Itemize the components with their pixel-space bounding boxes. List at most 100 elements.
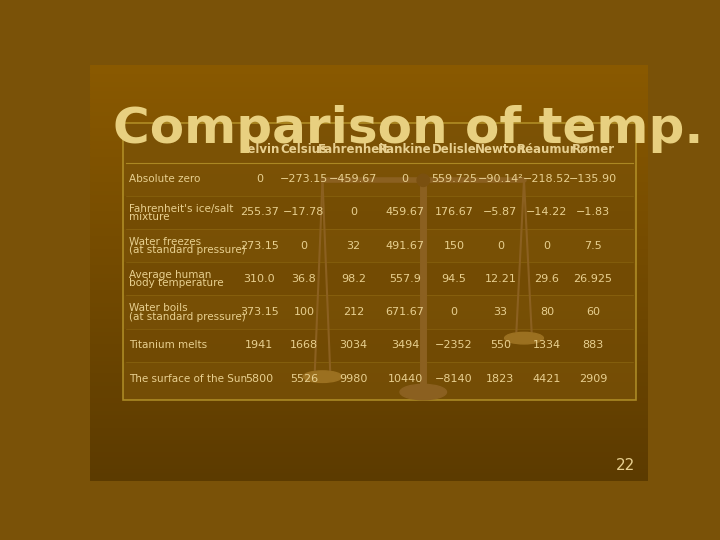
Ellipse shape xyxy=(505,333,544,344)
Bar xyxy=(90,65,648,69)
Text: Newton: Newton xyxy=(475,143,526,156)
Text: 459.67: 459.67 xyxy=(385,207,425,218)
Bar xyxy=(90,439,648,443)
Text: 2909: 2909 xyxy=(579,374,607,383)
Bar xyxy=(90,456,648,460)
Text: 10440: 10440 xyxy=(387,374,423,383)
Bar xyxy=(90,165,648,168)
Bar xyxy=(90,427,648,431)
Bar xyxy=(90,98,648,102)
Bar xyxy=(90,435,648,439)
Bar xyxy=(90,69,648,73)
Text: −14.22: −14.22 xyxy=(526,207,567,218)
Bar xyxy=(90,327,648,331)
Bar xyxy=(90,406,648,410)
Text: 557.9: 557.9 xyxy=(389,274,421,284)
Bar xyxy=(90,339,648,343)
Bar xyxy=(90,476,648,481)
Bar xyxy=(90,289,648,294)
Text: body temperature: body temperature xyxy=(129,279,223,288)
Bar xyxy=(90,140,648,144)
Text: The surface of the Sun: The surface of the Sun xyxy=(129,374,247,383)
Bar xyxy=(90,252,648,256)
Bar xyxy=(90,443,648,447)
Bar xyxy=(90,211,648,214)
Bar xyxy=(90,472,648,476)
Bar xyxy=(90,190,648,194)
Bar xyxy=(90,397,648,402)
Text: 98.2: 98.2 xyxy=(341,274,366,284)
Bar xyxy=(90,202,648,206)
Text: 3034: 3034 xyxy=(339,340,368,350)
Bar xyxy=(90,352,648,356)
Text: 4421: 4421 xyxy=(533,374,561,383)
Text: 94.5: 94.5 xyxy=(441,274,467,284)
Bar xyxy=(90,244,648,248)
Ellipse shape xyxy=(303,371,342,382)
Bar xyxy=(90,385,648,389)
Text: Water freezes: Water freezes xyxy=(129,237,201,247)
Bar xyxy=(90,273,648,277)
Bar xyxy=(90,106,648,111)
Text: kelvin: kelvin xyxy=(240,143,279,156)
Bar xyxy=(90,451,648,456)
Text: Fahrenheit: Fahrenheit xyxy=(318,143,390,156)
Bar xyxy=(90,152,648,156)
Text: 1668: 1668 xyxy=(290,340,318,350)
Bar xyxy=(90,343,648,348)
Text: −8140: −8140 xyxy=(435,374,472,383)
Bar xyxy=(90,90,648,94)
Text: 0: 0 xyxy=(350,207,357,218)
Bar xyxy=(90,373,648,377)
Text: 255.37: 255.37 xyxy=(240,207,279,218)
Text: 1823: 1823 xyxy=(486,374,515,383)
Bar xyxy=(90,194,648,198)
Bar xyxy=(90,310,648,314)
Ellipse shape xyxy=(400,384,446,400)
Bar xyxy=(90,322,648,327)
Text: Celsius: Celsius xyxy=(280,143,328,156)
Text: 310.0: 310.0 xyxy=(243,274,275,284)
Text: 150: 150 xyxy=(444,241,464,251)
Bar xyxy=(122,123,636,400)
Bar xyxy=(90,144,648,148)
Text: −273.15: −273.15 xyxy=(280,174,328,184)
Bar xyxy=(90,360,648,364)
Bar xyxy=(90,268,648,273)
Text: 100: 100 xyxy=(294,307,315,317)
Text: 5800: 5800 xyxy=(246,374,274,383)
Text: 0: 0 xyxy=(256,174,263,184)
Bar xyxy=(90,173,648,177)
Bar xyxy=(90,198,648,202)
Bar xyxy=(90,364,648,368)
Text: Rømer: Rømer xyxy=(572,143,615,156)
Bar xyxy=(90,77,648,82)
Text: Comparison of temp. scales: Comparison of temp. scales xyxy=(113,105,720,153)
Bar xyxy=(90,285,648,289)
Bar xyxy=(90,319,648,322)
Text: Absolute zero: Absolute zero xyxy=(129,174,200,184)
Text: 1334: 1334 xyxy=(533,340,561,350)
Bar xyxy=(90,302,648,306)
Bar xyxy=(90,82,648,85)
Bar xyxy=(90,402,648,406)
Text: 176.67: 176.67 xyxy=(434,207,473,218)
Text: 3494: 3494 xyxy=(391,340,419,350)
Bar xyxy=(90,265,648,268)
Bar xyxy=(90,260,648,265)
Bar xyxy=(90,410,648,414)
Text: 32: 32 xyxy=(346,241,361,251)
Bar xyxy=(90,377,648,381)
Text: Water boils: Water boils xyxy=(129,303,187,313)
Bar xyxy=(90,277,648,281)
Bar xyxy=(90,136,648,140)
Text: Titanium melts: Titanium melts xyxy=(129,340,207,350)
Text: 80: 80 xyxy=(540,307,554,317)
Text: 29.6: 29.6 xyxy=(534,274,559,284)
Bar xyxy=(90,381,648,385)
Bar xyxy=(90,256,648,260)
Bar xyxy=(90,306,648,310)
Text: 550: 550 xyxy=(490,340,511,350)
Text: 373.15: 373.15 xyxy=(240,307,279,317)
Bar xyxy=(90,331,648,335)
